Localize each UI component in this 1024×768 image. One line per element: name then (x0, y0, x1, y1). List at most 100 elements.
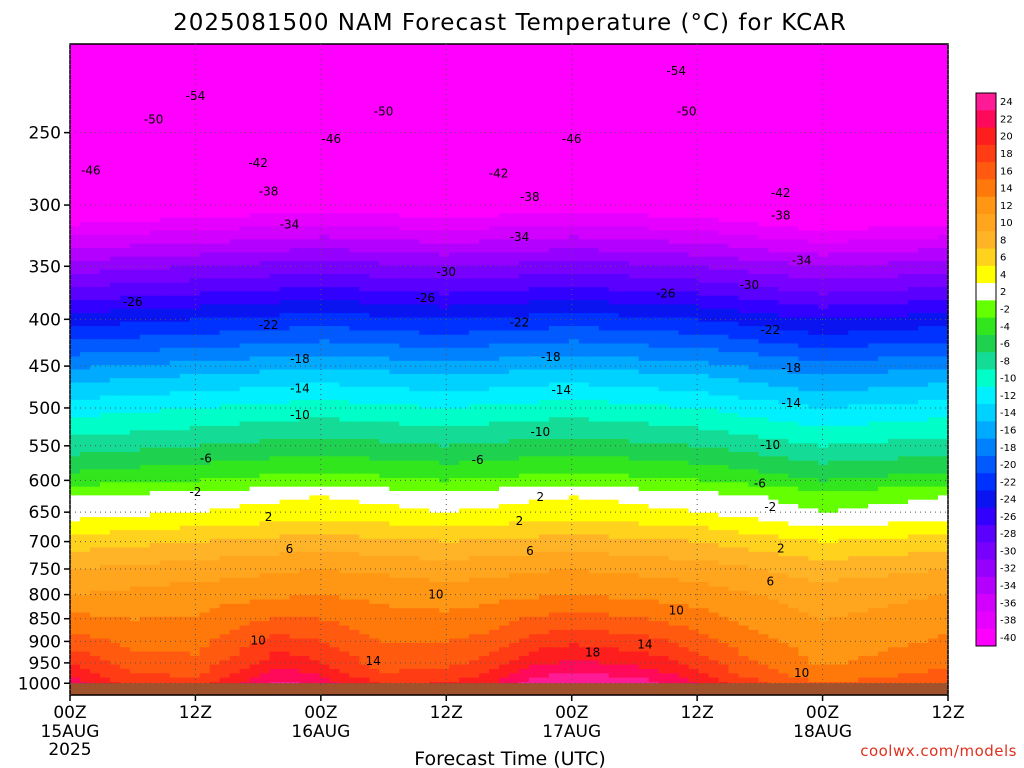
contour-label: 6 (526, 544, 534, 558)
y-tick-label: 950 (29, 654, 61, 674)
colorbar-swatch (976, 300, 996, 319)
colorbar-swatch (976, 179, 996, 198)
credit-text: coolwx.com/models (860, 742, 1017, 760)
colorbar-label: 2 (1000, 287, 1006, 298)
colorbar-swatch (976, 334, 996, 353)
x-tick-date: 16AUG (291, 722, 350, 742)
colorbar-swatch (976, 594, 996, 612)
contour-label: -46 (322, 132, 342, 146)
x-tick-year: 2025 (48, 740, 91, 760)
colorbar-swatch (976, 162, 996, 180)
contour-label: 2 (777, 541, 785, 555)
colorbar-frame (975, 92, 997, 647)
contour-label: 2 (537, 490, 545, 504)
contour-label: -34 (792, 254, 812, 268)
y-tick-label: 400 (29, 310, 61, 330)
contour-label: -42 (248, 156, 268, 170)
colorbar-label: 18 (1000, 149, 1013, 160)
contour-label: 14 (637, 637, 652, 651)
colorbar-swatch (976, 559, 996, 578)
colorbar-swatch (976, 127, 996, 146)
contour-label: -54 (666, 64, 686, 78)
x-tick-date: 15AUG (41, 722, 100, 742)
contour-label: -34 (510, 230, 530, 244)
contour-label: -10 (290, 408, 310, 422)
colorbar-label: -40 (1000, 633, 1016, 644)
contour-labels: -54 -54 -50 -50 -50 -46 -46 -46 -42 -42 -42 -38 -38 -… (81, 64, 811, 680)
contour-label: -26 (656, 287, 676, 301)
colorbar-label: 22 (1000, 114, 1013, 125)
contour-label: 6 (286, 542, 294, 556)
colorbar-swatch (976, 352, 996, 370)
contour-label: -46 (562, 132, 582, 146)
contour-label: 10 (428, 588, 443, 602)
colorbar-swatch (976, 283, 996, 301)
x-tick-label: 00Z (806, 703, 839, 723)
colorbar-label: 20 (1000, 132, 1013, 143)
plot-area (69, 43, 949, 696)
x-tick-date: 18AUG (793, 722, 852, 742)
colorbar-swatch (976, 196, 996, 215)
contour-label: -50 (374, 104, 394, 118)
colorbar-label: -22 (1000, 477, 1016, 488)
x-tick-date: 17AUG (542, 722, 601, 742)
colorbar-label: -28 (1000, 529, 1016, 540)
x-tick-label: 12Z (931, 703, 964, 723)
colorbar-label: -6 (1000, 339, 1010, 350)
contour-label: -38 (771, 209, 791, 223)
colorbar-label: -20 (1000, 460, 1016, 471)
contour-label: -26 (416, 291, 436, 305)
plot-grid (69, 44, 949, 695)
contour-label: -30 (740, 278, 760, 292)
colorbar-label: 8 (1000, 235, 1006, 246)
colorbar-swatch (976, 110, 996, 129)
colorbar-label: -26 (1000, 512, 1016, 523)
below-ground-band (70, 683, 948, 695)
colorbar-label: -4 (1000, 322, 1010, 333)
colorbar-label: 14 (1000, 184, 1013, 195)
colorbar-swatch (976, 231, 996, 250)
colorbar-swatch (976, 507, 996, 526)
contour-label: -18 (541, 350, 561, 364)
colorbar-swatch (976, 404, 996, 422)
contour-label: -38 (259, 185, 279, 199)
contour-label: -6 (472, 453, 484, 467)
colorbar-label: -14 (1000, 408, 1016, 419)
y-tick-label: 850 (29, 610, 61, 630)
colorbar-label: -2 (1000, 305, 1010, 316)
colorbar-label: 12 (1000, 201, 1013, 212)
chart-title: 2025081500 NAM Forecast Temperature (°C)… (173, 10, 847, 36)
contour-label: -2 (189, 485, 201, 499)
x-axis-label: Forecast Time (UTC) (414, 748, 605, 768)
contour-label: 2 (265, 510, 273, 524)
colorbar-label: -8 (1000, 356, 1010, 367)
contour-label: -42 (489, 166, 509, 180)
contour-label: -42 (771, 186, 791, 200)
contour-label: 10 (251, 634, 266, 648)
colorbar-swatch (976, 611, 996, 630)
colorbar-swatch (976, 525, 996, 543)
contour-label: -38 (520, 190, 540, 204)
colorbar-label: 6 (1000, 253, 1006, 264)
colorbar-swatch (976, 248, 996, 267)
colorbar-swatch (976, 576, 996, 595)
y-tick-label: 600 (29, 471, 61, 491)
colorbar-label: -36 (1000, 598, 1016, 609)
colorbar-swatch (976, 369, 996, 388)
colorbar-label: -16 (1000, 425, 1016, 436)
contour-label: -34 (280, 217, 300, 231)
contour-label: -54 (186, 89, 206, 103)
colorbar-swatch (976, 265, 996, 284)
contour-label: -22 (761, 323, 781, 337)
contour-label: -14 (551, 383, 571, 397)
contour-label: 10 (669, 604, 684, 618)
contour-label: 14 (365, 654, 380, 668)
y-tick-label: 800 (29, 586, 61, 606)
colorbar-label: 4 (1000, 270, 1006, 281)
contour-label: -2 (764, 500, 776, 514)
colorbar-label: -12 (1000, 391, 1016, 402)
y-tick-label: 350 (29, 257, 61, 277)
contour-label: -6 (200, 452, 212, 466)
contour-label: -14 (781, 396, 801, 410)
